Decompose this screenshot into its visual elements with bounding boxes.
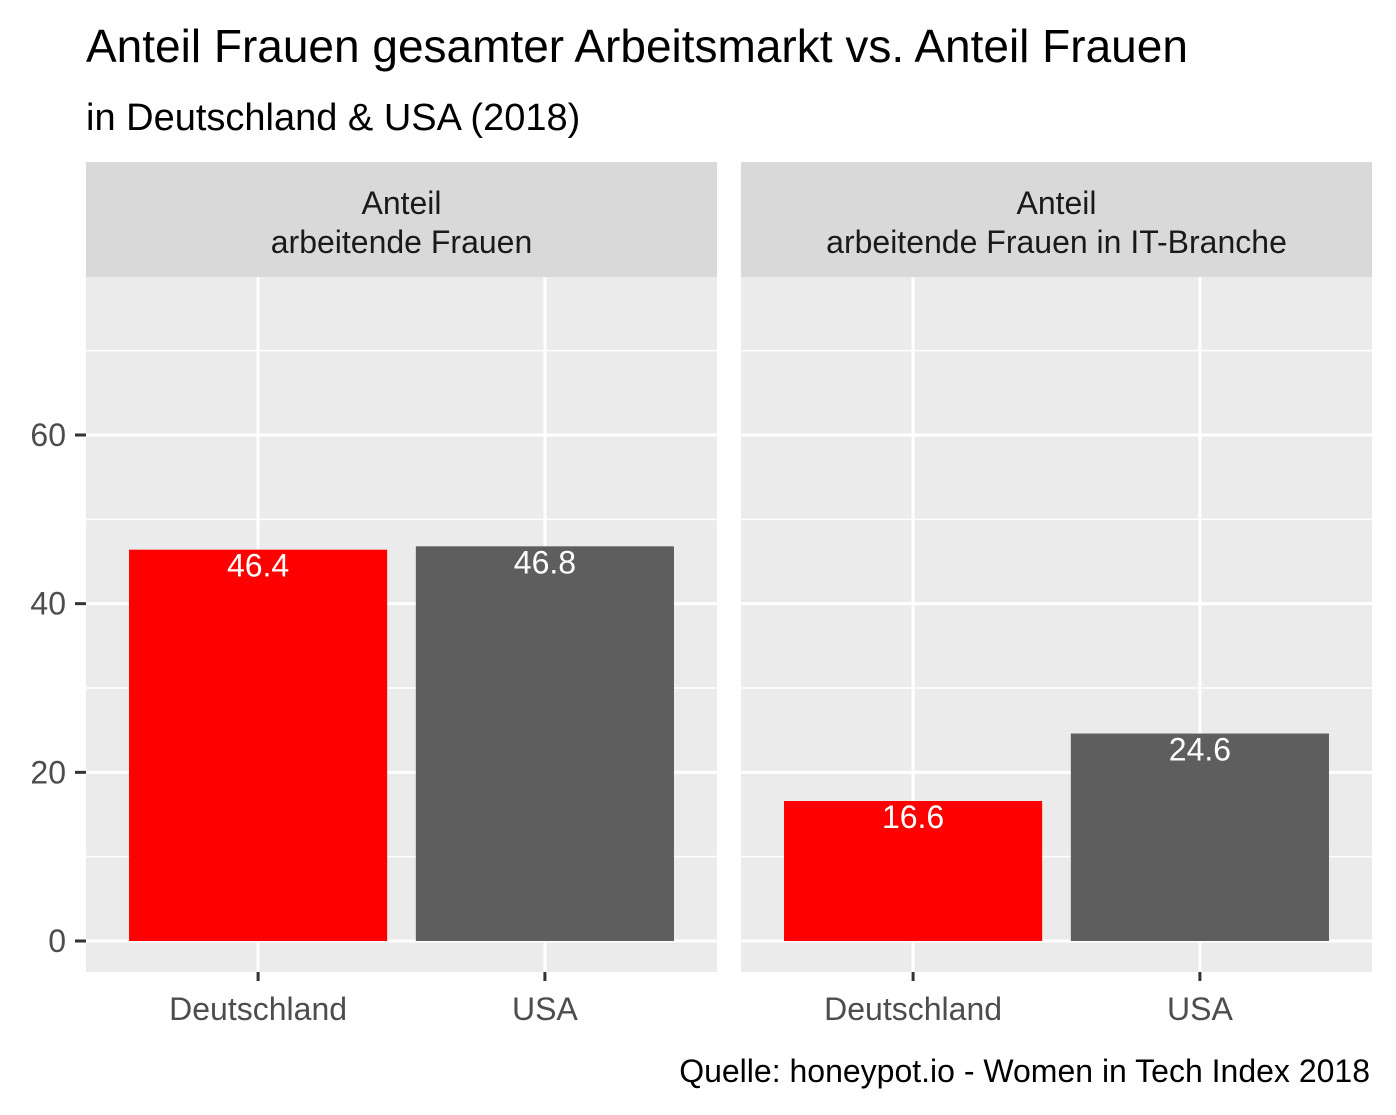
chart-caption: Quelle: honeypot.io - Women in Tech Inde…: [679, 1053, 1370, 1089]
chart-subtitle: in Deutschland & USA (2018): [86, 97, 580, 139]
chart-title: Anteil Frauen gesamter Arbeitsmarkt vs. …: [86, 20, 1188, 72]
y-axis: 0 20 40 60: [30, 417, 86, 959]
x-tick-label: USA: [1167, 991, 1233, 1027]
facet-strip-label: Anteil: [361, 185, 441, 221]
y-tick-label: 20: [30, 754, 66, 790]
bar-deutschland: [784, 801, 1043, 941]
bar-value-label: 16.6: [882, 799, 944, 835]
facet-strip-label: arbeitende Frauen: [271, 224, 533, 260]
y-tick-label: 0: [48, 923, 66, 959]
facet-strip: [741, 162, 1372, 277]
y-tick-label: 40: [30, 586, 66, 622]
facet-strip-label: Anteil: [1016, 185, 1096, 221]
bar-value-label: 46.8: [514, 544, 576, 580]
facet-strip-label: arbeitende Frauen in IT-Branche: [826, 224, 1287, 260]
bar-usa: [1070, 733, 1329, 941]
x-tick-label: USA: [512, 991, 578, 1027]
bar-value-label: 46.4: [227, 548, 289, 584]
facet-strip: [86, 162, 717, 277]
x-tick-label: Deutschland: [169, 991, 347, 1027]
bar-value-label: 24.6: [1169, 732, 1231, 768]
bar-usa: [415, 546, 674, 941]
x-tick-label: Deutschland: [824, 991, 1002, 1027]
bar-deutschland: [129, 549, 388, 941]
y-tick-label: 60: [30, 417, 66, 453]
